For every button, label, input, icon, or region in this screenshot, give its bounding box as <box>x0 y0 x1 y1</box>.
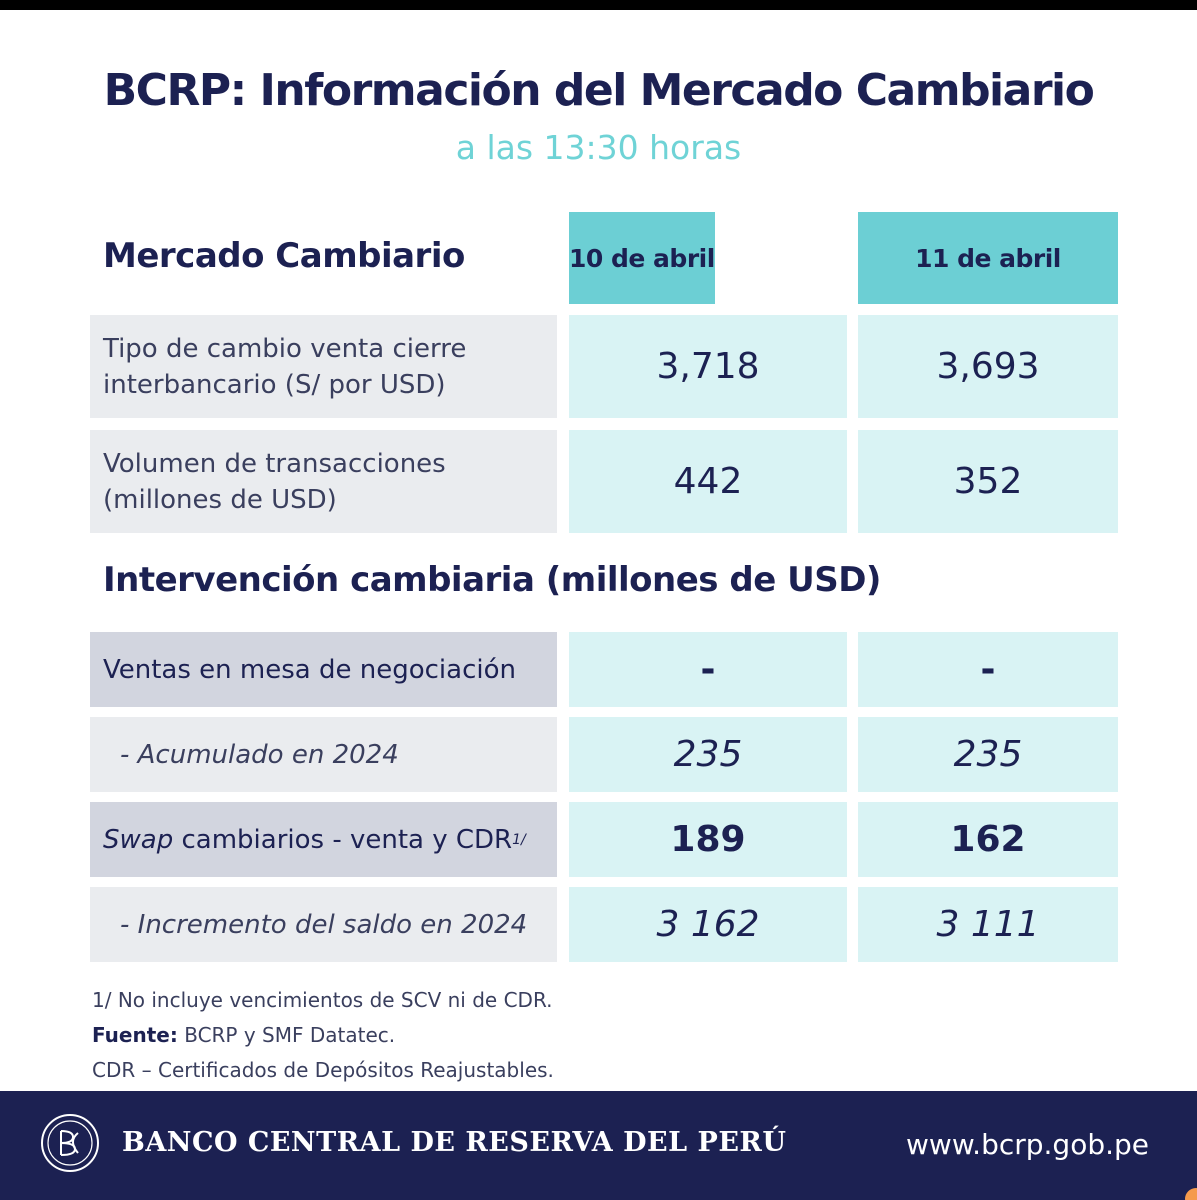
value-volume-date-2: 352 <box>858 430 1118 533</box>
footnote-marker: 1/ <box>512 831 526 848</box>
footnote-source: Fuente: BCRP y SMF Datatec. <box>92 1023 395 1047</box>
row-label-swap: Swap cambiarios - venta y CDR 1/ <box>90 802 557 877</box>
value-increment-date-2: 3 111 <box>858 887 1118 962</box>
website-link[interactable]: www.bcrp.gob.pe <box>906 1128 1149 1161</box>
row-label-line: (millones de USD) <box>103 484 337 515</box>
swap-word: Swap <box>103 824 174 855</box>
bcrp-logo-icon <box>41 1114 99 1172</box>
column-header-date-1: 10 de abril <box>569 212 715 304</box>
infographic: BCRP: Información del Mercado Cambiario … <box>0 10 1197 1200</box>
row-label-volume: Volumen de transacciones (millones de US… <box>90 430 557 533</box>
value-sales-date-2: - <box>858 632 1118 707</box>
page-subtitle: a las 13:30 horas <box>455 128 742 167</box>
row-label-exchange-rate: Tipo de cambio venta cierre interbancari… <box>90 315 557 418</box>
value-accumulated-date-1: 235 <box>569 717 847 792</box>
source-text: BCRP y SMF Datatec. <box>184 1023 396 1047</box>
row-label-sales: Ventas en mesa de negociación <box>90 632 557 707</box>
value-increment-date-1: 3 162 <box>569 887 847 962</box>
row-label-line: Volumen de transacciones <box>103 448 446 479</box>
corner-dot <box>1185 1188 1197 1200</box>
column-header-date-2: 11 de abril <box>858 212 1118 304</box>
value-swap-date-1: 189 <box>569 802 847 877</box>
intervention-section-heading: Intervención cambiaria (millones de USD) <box>103 560 881 600</box>
market-section-heading: Mercado Cambiario <box>103 236 465 276</box>
value-accumulated-date-2: 235 <box>858 717 1118 792</box>
value-exchange-rate-date-2: 3,693 <box>858 315 1118 418</box>
page-title: BCRP: Información del Mercado Cambiario <box>103 65 1095 116</box>
swap-label-rest: cambiarios - venta y CDR <box>181 824 513 855</box>
bank-name: BANCO CENTRAL DE RESERVA DEL PERÚ <box>122 1127 787 1158</box>
row-label-line: interbancario (S/ por USD) <box>103 369 446 400</box>
source-label: Fuente: <box>92 1023 178 1047</box>
footnote-cdr: CDR – Certificados de Depósitos Reajusta… <box>92 1058 554 1082</box>
footnote-1: 1/ No incluye vencimientos de SCV ni de … <box>92 988 553 1012</box>
row-label-accumulated: - Acumulado en 2024 <box>90 717 557 792</box>
row-label-line: Tipo de cambio venta cierre <box>103 333 467 364</box>
value-volume-date-1: 442 <box>569 430 847 533</box>
value-exchange-rate-date-1: 3,718 <box>569 315 847 418</box>
value-swap-date-2: 162 <box>858 802 1118 877</box>
value-sales-date-1: - <box>569 632 847 707</box>
row-label-increment: - Incremento del saldo en 2024 <box>90 887 557 962</box>
footer-bar: BANCO CENTRAL DE RESERVA DEL PERÚ www.bc… <box>0 1091 1197 1200</box>
